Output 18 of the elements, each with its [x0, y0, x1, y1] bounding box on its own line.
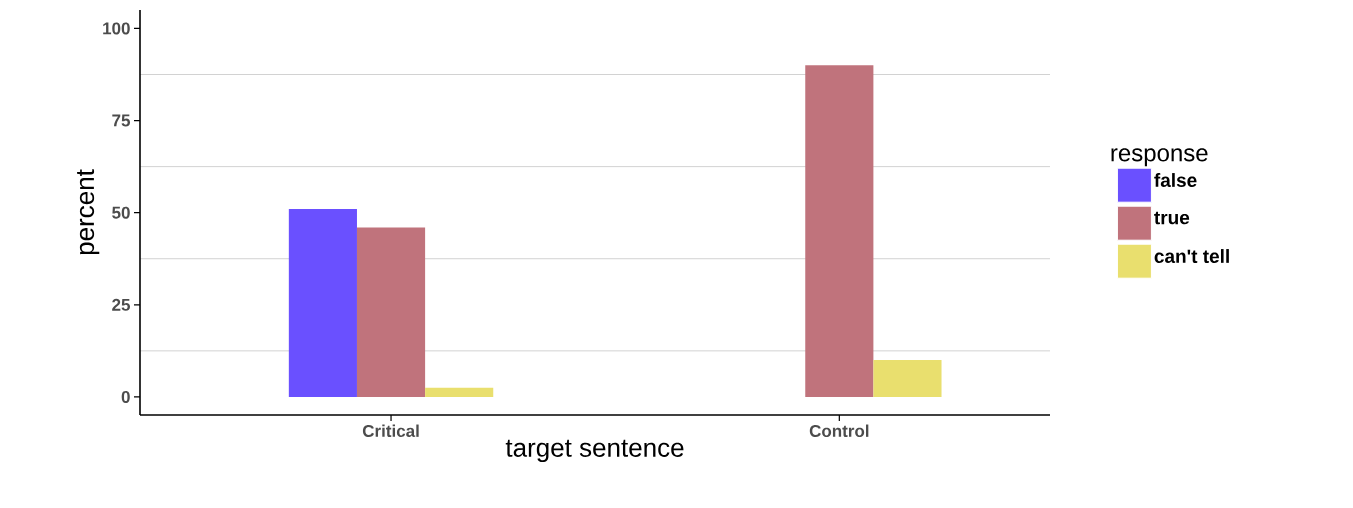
y-tick-label: 50 [112, 206, 130, 219]
x-tick-label: Critical [362, 424, 419, 438]
bar [288, 209, 357, 397]
y-axis-title: percent [77, 169, 100, 255]
legend-label: can't tell [1154, 249, 1229, 264]
bar [873, 360, 942, 397]
y-tick-label: 75 [112, 114, 131, 127]
y-tick-label: 0 [121, 390, 130, 403]
bar [425, 387, 494, 397]
bar [356, 227, 426, 397]
legend-title: response [1111, 148, 1208, 167]
legend-label: false [1154, 173, 1197, 188]
bar [805, 65, 874, 397]
x-axis-title: target sentence [505, 439, 684, 463]
legend-label: true [1154, 211, 1190, 225]
y-tick-label: 25 [112, 298, 131, 311]
y-tick-label: 100 [103, 22, 130, 35]
x-tick-label: Control [809, 424, 869, 438]
